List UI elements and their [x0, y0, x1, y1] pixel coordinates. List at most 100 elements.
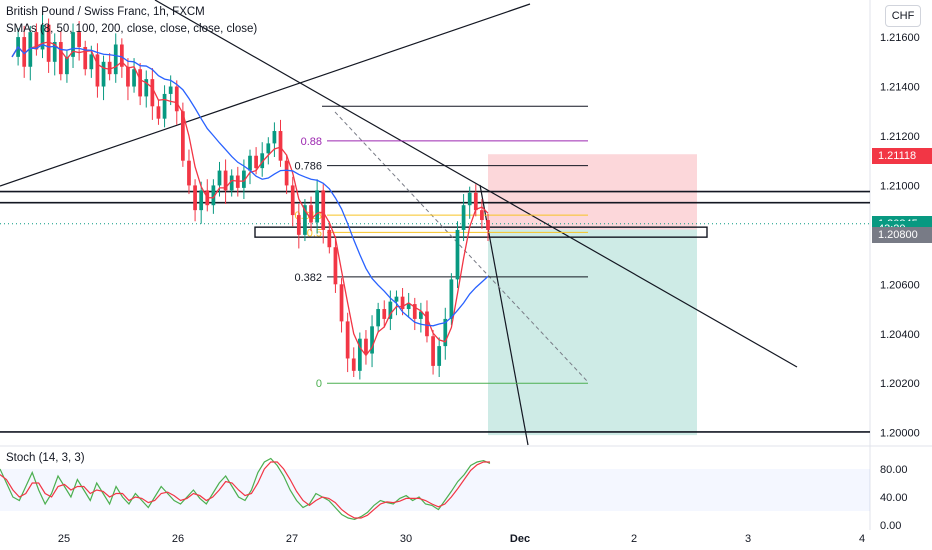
candle-body [162, 93, 167, 119]
candle-body [370, 326, 374, 354]
candle-body [71, 32, 75, 57]
candle-body [260, 153, 265, 169]
candle-body [437, 346, 442, 366]
candle-body [193, 185, 197, 211]
candle-body [315, 190, 319, 223]
price-badge: 1.20800 [872, 226, 932, 243]
candle-body [406, 304, 411, 310]
candle-body [486, 220, 490, 230]
candle-body [89, 54, 94, 70]
candle-body [187, 160, 191, 186]
candle-body [65, 56, 69, 75]
fib-level-label: 0 [316, 378, 322, 390]
stochastic-pane: 80.00 40.00 0.00 [0, 457, 908, 532]
candle-body [333, 247, 338, 285]
fib-level-label: 0.382 [294, 272, 322, 284]
candle-body [126, 66, 130, 87]
candle-body [272, 131, 277, 144]
candle-body [266, 143, 271, 154]
candle-body [156, 106, 161, 119]
y-tick-label: 1.21200 [880, 131, 920, 143]
candle-body [461, 205, 466, 230]
candle-body [223, 170, 228, 191]
candle-body [95, 54, 100, 87]
falling-trendline [154, 0, 798, 368]
candle-body [296, 215, 301, 235]
candle-body [412, 304, 417, 319]
candle-body [339, 284, 344, 322]
stoch-d-line [0, 461, 490, 519]
candle-body [168, 86, 173, 94]
price-badge: 1.21118 [872, 148, 932, 165]
fib-level-label: 0.88 [301, 136, 322, 148]
x-tick-label: 4 [859, 533, 865, 545]
x-tick-label: Dec [510, 533, 530, 545]
candle-body [473, 192, 478, 211]
candle-body [455, 229, 460, 280]
fib-level-label: 0.786 [294, 161, 322, 173]
candle-body [290, 185, 295, 216]
candle-body [107, 61, 112, 75]
candle-body [449, 279, 454, 319]
y-tick-label: 1.20600 [880, 279, 920, 291]
candle-body [181, 111, 185, 161]
candle-body [34, 32, 39, 50]
candle-body [138, 69, 143, 97]
candle-body [357, 338, 362, 371]
support-zone-box [254, 226, 708, 238]
currency-button[interactable]: CHF [885, 5, 921, 27]
x-tick-label: 2 [631, 533, 637, 545]
candle-body [351, 358, 356, 371]
candle-body [242, 170, 246, 188]
candle-body [174, 86, 179, 112]
candle-body [83, 46, 88, 70]
candle-body [58, 42, 63, 75]
candle-body [431, 336, 435, 366]
candle-body [327, 229, 332, 248]
candle-body [248, 155, 252, 171]
y-tick-label: 1.21600 [880, 32, 920, 44]
candle-body [364, 338, 368, 354]
stoch-tick-label: 40.00 [880, 492, 908, 504]
candle-body [278, 131, 283, 161]
candle-body [229, 175, 234, 191]
y-tick-label: 1.20200 [880, 378, 920, 390]
x-tick-label: 26 [172, 533, 184, 545]
candle-body [467, 192, 472, 206]
candle-body [199, 190, 204, 211]
candle-body [52, 42, 57, 62]
candle-body [443, 318, 448, 347]
candle-body [400, 296, 405, 310]
candle-body [217, 170, 222, 186]
candle-body [22, 37, 27, 67]
x-tick-label: 3 [745, 533, 751, 545]
stoch-tick-label: 80.00 [880, 464, 908, 476]
fib-diagonal [334, 111, 589, 383]
candle-body [376, 309, 381, 327]
candle-body [425, 311, 429, 337]
sma-slow-line [11, 43, 489, 327]
sma-indicator-label: SMAs (8, 50, 100, 200, close, close, clo… [6, 23, 258, 35]
candle-body [77, 32, 81, 47]
candle-body [101, 61, 106, 87]
candle-body [150, 79, 155, 107]
y-tick-label: 1.20000 [880, 428, 920, 440]
y-tick-label: 1.21400 [880, 82, 920, 94]
x-tick-label: 30 [400, 533, 412, 545]
candle-body [144, 79, 149, 97]
candle-body [119, 44, 124, 67]
stoch-tick-label: 0.00 [880, 520, 901, 532]
candles-layer [11, 13, 490, 380]
candle-body [321, 190, 326, 230]
candle-body [388, 301, 393, 319]
y-tick-label: 1.21000 [880, 180, 920, 192]
candle-body [28, 32, 33, 67]
x-tick-label: 25 [58, 533, 70, 545]
candle-body [394, 296, 399, 302]
rising-trendline [0, 3, 531, 187]
candle-body [382, 309, 387, 319]
candle-body [113, 44, 118, 75]
